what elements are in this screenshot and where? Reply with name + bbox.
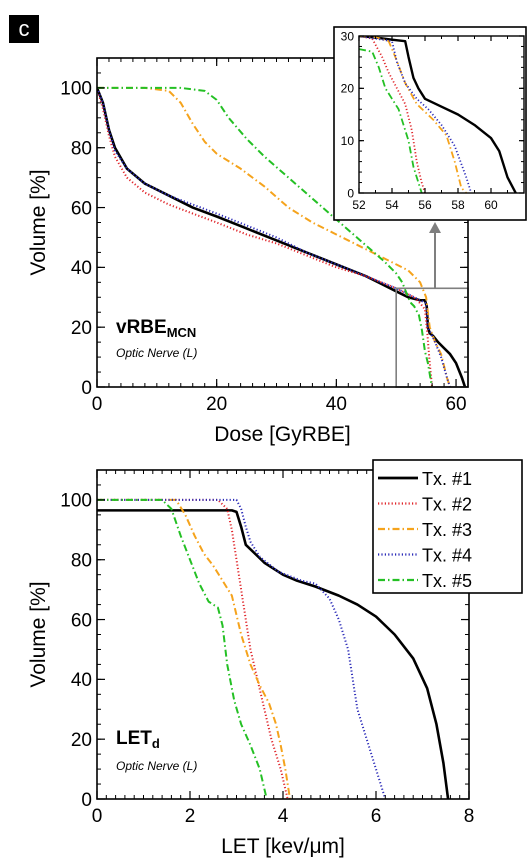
bottom-chart-ytick-label: 40 <box>71 670 92 691</box>
bottom-chart-ylabel: Volume [%] <box>27 581 50 687</box>
bottom-chart-ytick-label: 80 <box>71 551 92 572</box>
bottom-chart-ytick-label: 20 <box>71 730 92 751</box>
legend: Tx. #1 Tx. #2 Tx. #3 Tx. #4 Tx. #5 <box>372 459 523 594</box>
legend-entry-label: Tx. #5 <box>422 571 472 591</box>
top-chart-ytick-label: 20 <box>71 318 92 339</box>
bottom-chart-annotation: Optic Nerve (L) <box>116 759 197 773</box>
zoom-connector-arrowhead <box>429 222 441 233</box>
top-chart-xlabel: Dose [GyRBE] <box>214 423 351 446</box>
top-chart-xtick-label: 20 <box>206 394 227 415</box>
bottom-chart-xtick-label: 0 <box>92 806 103 827</box>
top-chart-xtick-label: 0 <box>92 394 103 415</box>
top-chart-frame <box>96 57 469 388</box>
inset-chart-ytick-label: 10 <box>341 134 355 148</box>
bottom-chart-frame <box>96 469 470 800</box>
inset-chart-series-4-line <box>359 36 473 193</box>
inset-chart-xtick-label: 56 <box>418 198 432 212</box>
bottom-chart-series-5-line <box>97 498 268 799</box>
inset-chart-ytick-label: 0 <box>347 186 354 200</box>
bottom-chart-series-3-line <box>97 498 291 799</box>
legend-entry-label: Tx. #4 <box>422 546 472 566</box>
bottom-chart-series-2-line <box>97 498 289 799</box>
inset-chart-series-layer <box>359 36 517 193</box>
inset-chart-ytick-label: 20 <box>341 82 355 96</box>
inset-chart-series-2-line <box>359 36 426 193</box>
zoom-region-box <box>395 287 469 388</box>
top-chart-series-2-line <box>97 87 434 387</box>
inset-chart-xtick-label: 58 <box>451 198 465 212</box>
inset-chart-ytick-label: 30 <box>341 29 355 43</box>
legend-entry-label: Tx. #2 <box>422 495 472 515</box>
inset-chart-group: 52 54 56 58 60 0 10 20 30 <box>341 29 525 212</box>
bottom-chart-xlabel: LET [kev/μm] <box>221 835 345 858</box>
top-chart-xtick-label: 60 <box>445 394 466 415</box>
legend-entry-label: Tx. #3 <box>422 520 472 540</box>
inset-chart-series-1-line <box>359 36 517 193</box>
inset-chart-xtick-label: 54 <box>385 198 399 212</box>
top-chart-ytick-label: 60 <box>71 198 92 219</box>
inset-chart-xtick-label: 60 <box>484 198 498 212</box>
bottom-chart-ytick-label: 100 <box>60 491 92 512</box>
top-chart-ytick-label: 80 <box>71 139 92 160</box>
bottom-chart-xtick-label: 4 <box>278 806 289 827</box>
top-chart-xtick-label: 40 <box>326 394 347 415</box>
bottom-chart-title-subscript: d <box>152 736 160 751</box>
legend-entry-label: Tx. #1 <box>422 469 472 489</box>
bottom-chart-xtick-label: 6 <box>371 806 382 827</box>
top-chart-series-5-line <box>97 86 434 387</box>
top-chart-title-subscript: MCN <box>167 325 197 340</box>
legend-box <box>372 459 523 594</box>
panel-label: c <box>9 15 39 43</box>
bottom-chart-title: LETd <box>116 728 160 751</box>
top-chart-ylabel: Volume [%] <box>27 169 50 275</box>
bottom-chart-ytick-label: 0 <box>81 790 92 811</box>
top-chart-ytick-label: 0 <box>81 378 92 399</box>
inset-chart-series-3-line <box>359 36 467 193</box>
bottom-chart-series-1-line <box>97 509 450 799</box>
bottom-chart-xtick-label: 2 <box>185 806 196 827</box>
bottom-chart-xtick-label: 8 <box>464 806 475 827</box>
bottom-chart-series-layer <box>97 498 450 799</box>
inset-chart-frame <box>358 35 525 194</box>
bottom-chart-series-4-line <box>97 498 387 799</box>
inset-chart-series-5-line <box>359 48 423 193</box>
top-chart-annotation: Optic Nerve (L) <box>116 346 197 360</box>
top-chart-ytick-label: 40 <box>71 258 92 279</box>
bottom-chart-ytick-label: 60 <box>71 610 92 631</box>
top-chart-title: vRBEMCN <box>116 317 196 340</box>
top-chart-ytick-label: 100 <box>60 79 92 100</box>
inset-chart-xtick-label: 52 <box>352 198 366 212</box>
inset-box <box>333 26 527 221</box>
